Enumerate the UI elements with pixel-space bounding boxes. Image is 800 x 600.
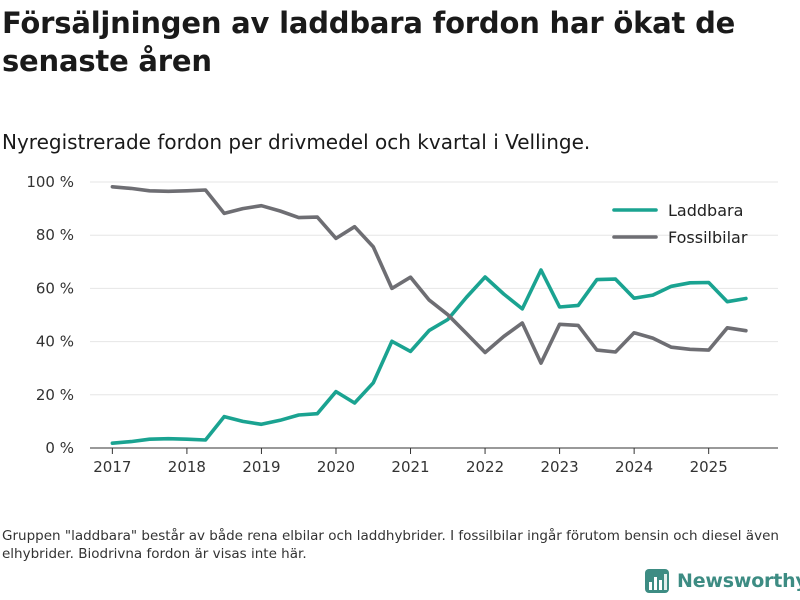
series-line-laddbara [110,268,748,445]
x-tick-label: 2017 [93,458,131,476]
x-tick-label: 2025 [690,458,728,476]
line-chart: 0 % 20 % 40 % 60 % 80 % 100 % 2017 2018 2019 202… [26,173,778,476]
y-tick-label: 20 % [36,386,74,404]
y-tick-label: 80 % [36,226,74,244]
brand: Newsworthy [644,568,800,594]
series-lines [110,185,748,445]
chart-subtitle: Nyregistrerade fordon per drivmedel och … [2,130,591,154]
series-line-fossilbilar [110,185,748,365]
chart-title: Försäljningen av laddbara fordon har öka… [2,6,736,78]
x-tick-label: 2020 [317,458,355,476]
y-tick-label: 60 % [36,279,74,297]
x-tick-label: 2018 [168,458,206,476]
y-tick-label: 40 % [36,333,74,351]
x-tick-label: 2022 [466,458,504,476]
footnote: Gruppen "laddbara" består av både rena e… [2,528,779,562]
x-tick-label: 2024 [615,458,653,476]
x-tick-label: 2021 [391,458,429,476]
grid-lines [90,181,778,449]
x-tick-label: 2019 [242,458,280,476]
newsworthy-logo-icon [645,569,669,593]
legend: Laddbara Fossilbilar [612,201,748,247]
legend-label-fossilbilar: Fossilbilar [668,228,748,247]
x-tick-label: 2023 [541,458,579,476]
x-axis: 2017 2018 2019 2020 2021 2022 2023 2024 2025 [93,448,728,476]
y-tick-label: 0 % [45,439,74,457]
brand-name: Newsworthy [677,570,800,592]
legend-label-laddbara: Laddbara [668,201,743,220]
y-axis: 0 % 20 % 40 % 60 % 80 % 100 % [26,173,74,457]
y-tick-label: 100 % [26,173,74,191]
